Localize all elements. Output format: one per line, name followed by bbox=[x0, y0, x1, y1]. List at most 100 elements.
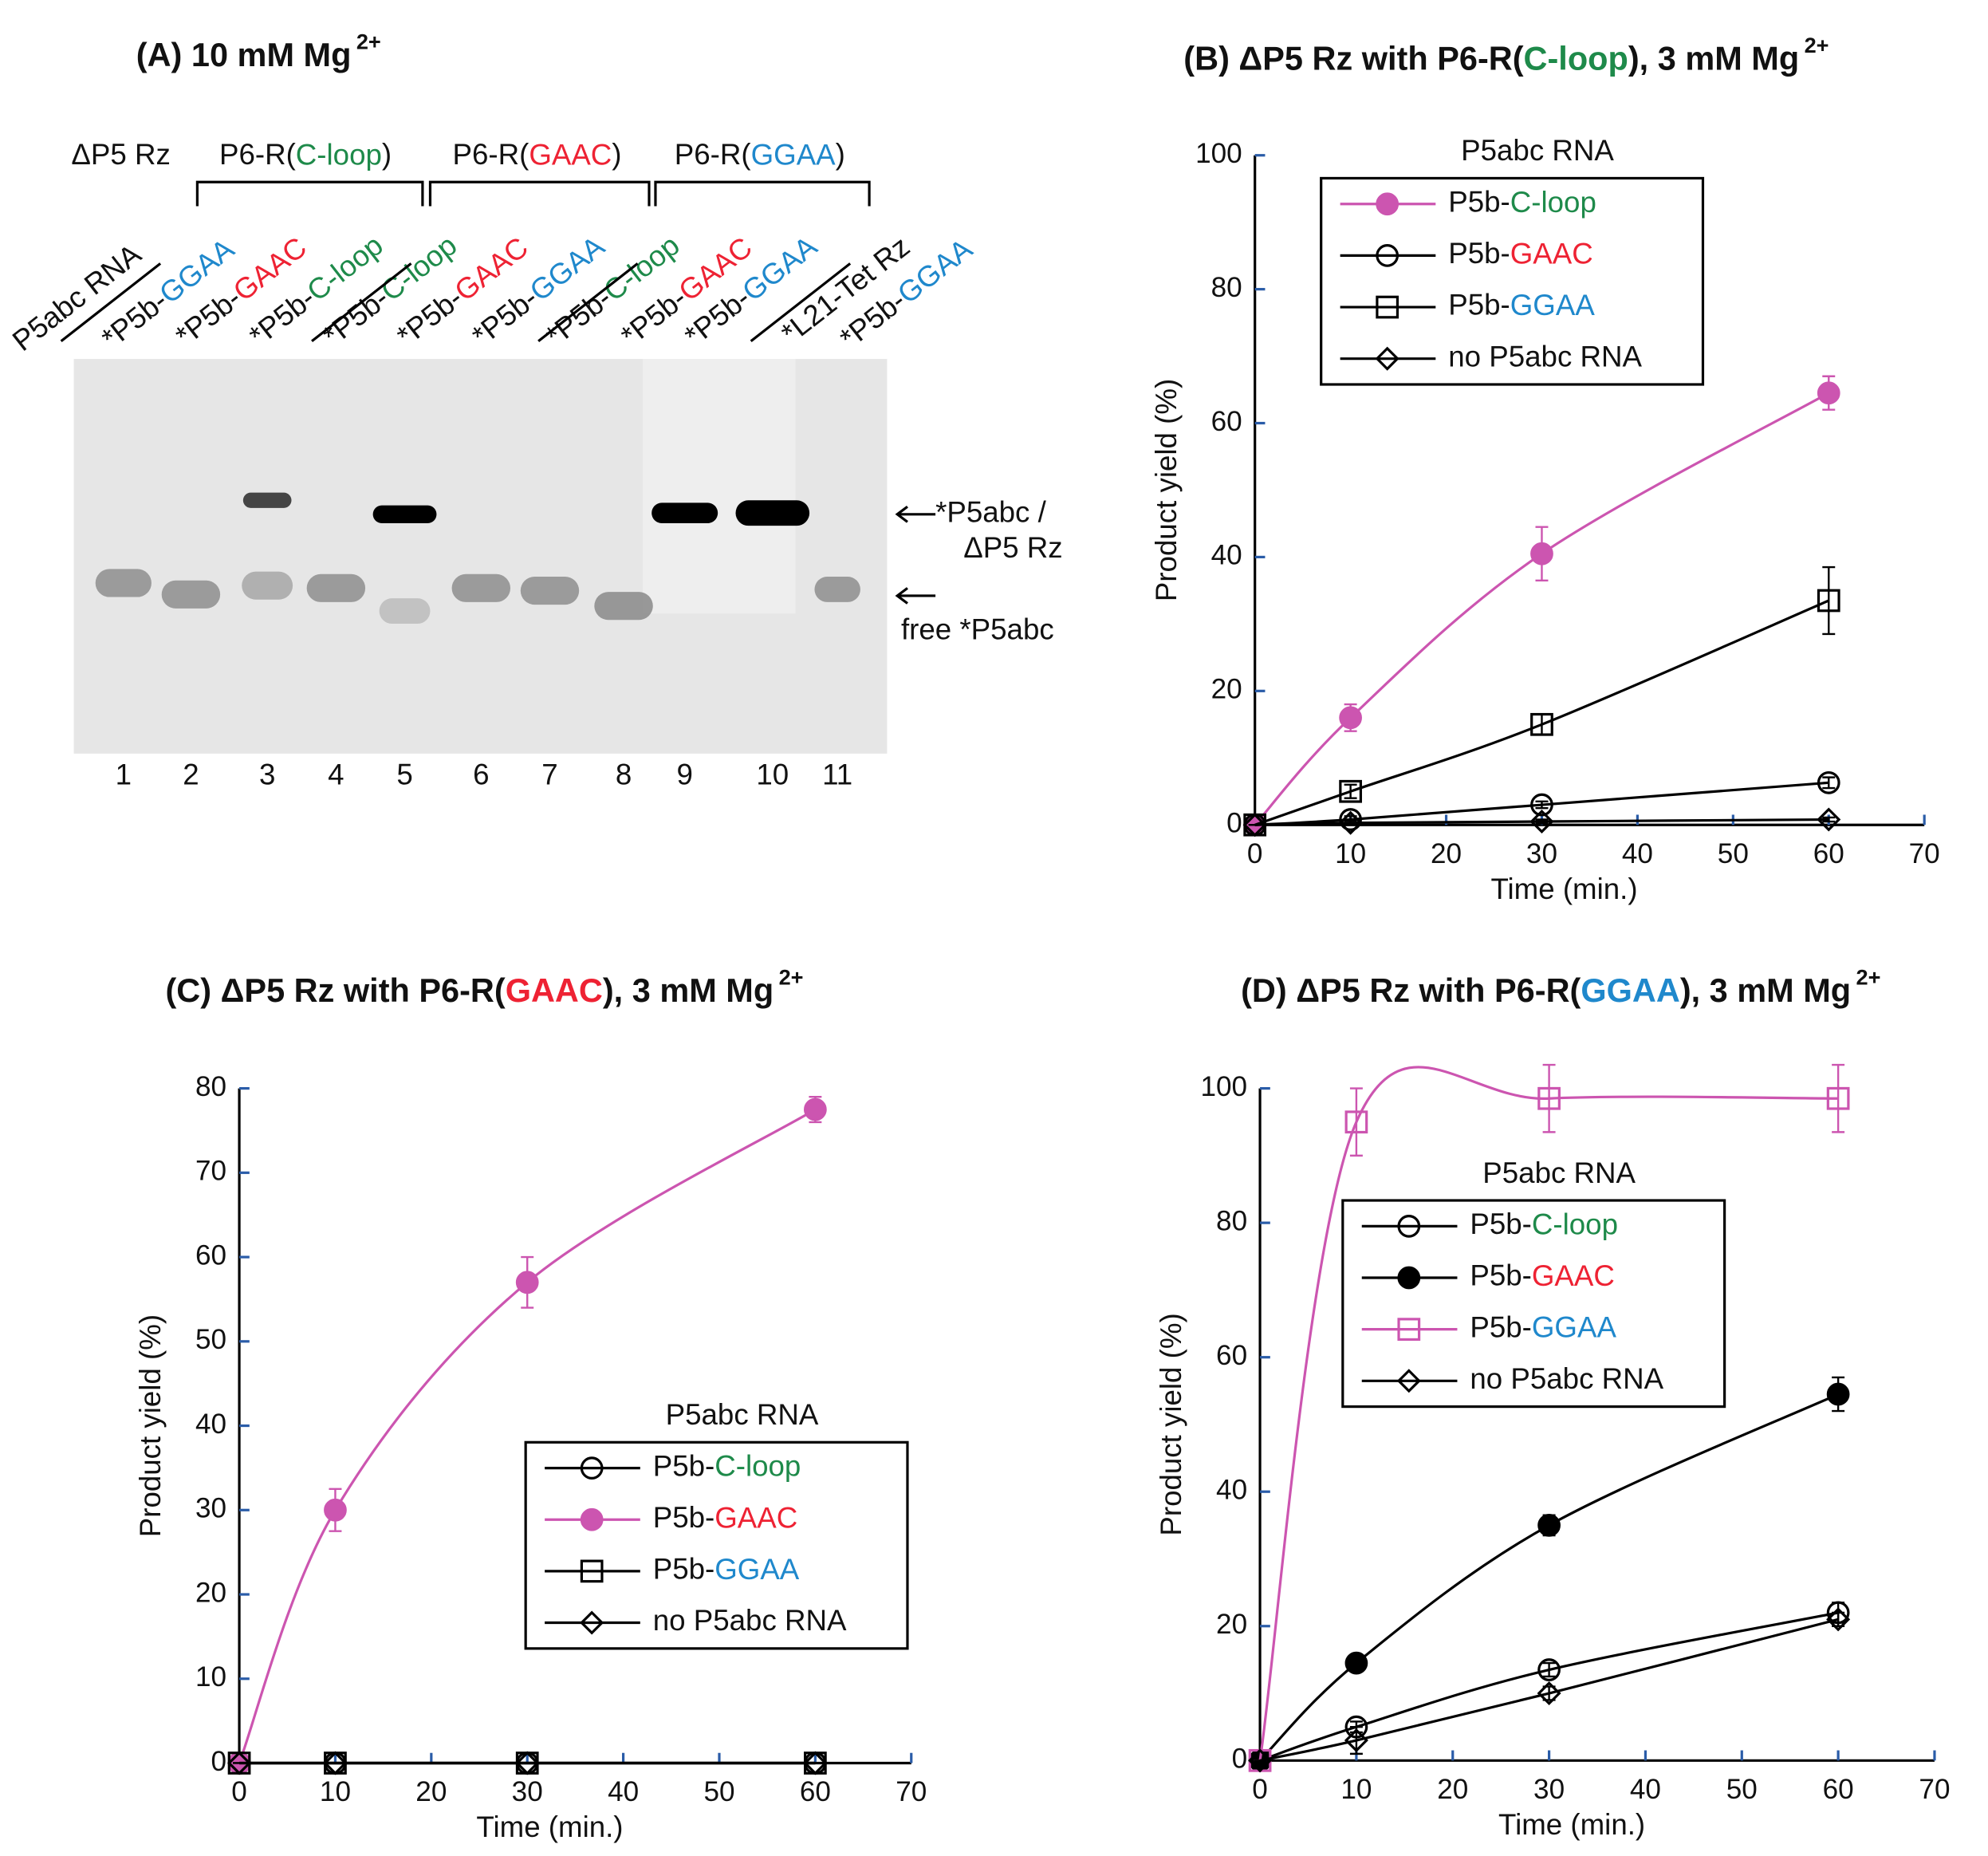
marker bbox=[1817, 770, 1840, 794]
x-tick-label: 0 bbox=[1252, 1774, 1268, 1805]
gel-band bbox=[242, 492, 292, 508]
error-bar bbox=[1535, 713, 1549, 736]
y-tick-label: 80 bbox=[1216, 1205, 1247, 1236]
group-bracket bbox=[654, 180, 871, 207]
y-tick-label: 70 bbox=[195, 1156, 226, 1187]
marker bbox=[580, 1507, 604, 1531]
lane-number: 11 bbox=[822, 758, 852, 790]
gel-band bbox=[814, 576, 860, 602]
x-tick-label: 20 bbox=[1431, 838, 1462, 869]
lane-number: 4 bbox=[328, 758, 344, 790]
marker bbox=[1530, 542, 1553, 565]
error-bar bbox=[1542, 1063, 1556, 1133]
marker bbox=[1397, 1215, 1421, 1238]
lane-number: 1 bbox=[116, 758, 132, 790]
y-axis-label: Product yield (%) bbox=[1150, 379, 1183, 601]
marker bbox=[1826, 1086, 1850, 1110]
legend-label: P5b-GGAA bbox=[1448, 289, 1595, 321]
gel-band bbox=[520, 576, 580, 605]
x-tick-label: 60 bbox=[1813, 838, 1844, 869]
error-bar bbox=[1349, 1087, 1363, 1157]
marker bbox=[324, 1498, 347, 1522]
series-line bbox=[1254, 392, 1830, 826]
error-bar bbox=[1344, 783, 1357, 799]
y-tick-label: 80 bbox=[195, 1071, 226, 1102]
panel-title: (A) 10 mM Mg bbox=[136, 36, 352, 73]
gel-band bbox=[379, 598, 431, 625]
y-axis-label: Product yield (%) bbox=[1155, 1313, 1187, 1535]
legend-label: P5b-GGAA bbox=[653, 1553, 800, 1586]
lane-number: 8 bbox=[616, 758, 632, 790]
y-tick-label: 40 bbox=[1211, 540, 1242, 571]
x-tick-label: 70 bbox=[1909, 838, 1940, 869]
x-tick-label: 10 bbox=[320, 1776, 351, 1807]
x-tick-label: 20 bbox=[415, 1776, 447, 1807]
lane-number: 10 bbox=[756, 758, 789, 790]
label-separator bbox=[311, 262, 412, 342]
legend-label: no P5abc RNA bbox=[1448, 340, 1642, 372]
y-tick-label: 30 bbox=[195, 1493, 226, 1524]
legend-label: P5b-C-loop bbox=[1448, 185, 1596, 218]
error-bar bbox=[1542, 1661, 1556, 1678]
gel-band bbox=[95, 569, 152, 597]
y-tick-label: 0 bbox=[211, 1746, 227, 1777]
arrow bbox=[895, 505, 936, 523]
title-superscript: 2+ bbox=[779, 965, 804, 990]
marker bbox=[803, 1751, 828, 1775]
x-axis-label: Time (min.) bbox=[1490, 873, 1637, 905]
marker bbox=[1529, 809, 1554, 834]
marker bbox=[1339, 808, 1362, 831]
y-tick-label: 10 bbox=[195, 1661, 226, 1692]
marker bbox=[580, 1456, 604, 1480]
x-axis-label: Time (min.) bbox=[476, 1811, 623, 1843]
error-bar bbox=[1832, 1063, 1845, 1133]
marker bbox=[580, 1559, 604, 1583]
x-tick-label: 40 bbox=[608, 1776, 639, 1807]
marker bbox=[1396, 1369, 1421, 1393]
marker bbox=[1248, 1748, 1273, 1773]
lane-number: 3 bbox=[259, 758, 275, 790]
marker bbox=[1537, 1086, 1561, 1110]
y-tick-label: 100 bbox=[1201, 1071, 1248, 1102]
marker bbox=[804, 1097, 827, 1121]
x-axis-label: Time (min.) bbox=[1498, 1808, 1645, 1841]
marker bbox=[1376, 295, 1399, 319]
legend-title: P5abc RNA bbox=[1461, 134, 1614, 167]
x-tick-label: 60 bbox=[800, 1776, 831, 1807]
x-tick-label: 40 bbox=[1630, 1774, 1661, 1805]
marker bbox=[1530, 793, 1553, 817]
marker bbox=[1376, 244, 1399, 267]
marker bbox=[1397, 1318, 1421, 1342]
panel-title: (D) ΔP5 Rz with P6-R(GGAA), 3 mM Mg bbox=[1241, 971, 1851, 1009]
marker bbox=[1817, 807, 1841, 832]
lane-group-label: P6-R(C-loop) bbox=[219, 138, 392, 171]
error-bar bbox=[1344, 819, 1357, 826]
series-line bbox=[1259, 1618, 1839, 1762]
gel-smear bbox=[642, 359, 796, 614]
series-line bbox=[238, 1108, 817, 1764]
y-tick-label: 50 bbox=[195, 1324, 226, 1355]
marker bbox=[1344, 1728, 1368, 1753]
marker bbox=[1376, 192, 1399, 216]
lane-group-label: ΔP5 Rz bbox=[71, 138, 170, 171]
x-tick-label: 50 bbox=[703, 1776, 734, 1807]
marker bbox=[1817, 589, 1840, 613]
label-separator bbox=[537, 262, 639, 342]
x-tick-label: 10 bbox=[1340, 1774, 1372, 1805]
y-tick-label: 20 bbox=[1211, 674, 1242, 705]
series-line bbox=[1258, 1066, 1839, 1761]
label-separator bbox=[750, 262, 852, 342]
title-superscript: 2+ bbox=[356, 29, 381, 53]
series-line bbox=[1258, 1393, 1839, 1762]
group-bracket bbox=[428, 180, 651, 207]
error-bar bbox=[1822, 816, 1836, 823]
legend-title: P5abc RNA bbox=[1482, 1157, 1636, 1189]
annotation: ΔP5 Rz bbox=[963, 531, 1062, 564]
error-bar bbox=[1822, 565, 1836, 636]
x-tick-label: 10 bbox=[1335, 838, 1366, 869]
series-line bbox=[1259, 1611, 1839, 1762]
legend-label: P5b-C-loop bbox=[653, 1449, 801, 1482]
lane-number: 9 bbox=[676, 758, 692, 790]
gel-band bbox=[161, 580, 221, 609]
group-bracket bbox=[195, 180, 424, 207]
